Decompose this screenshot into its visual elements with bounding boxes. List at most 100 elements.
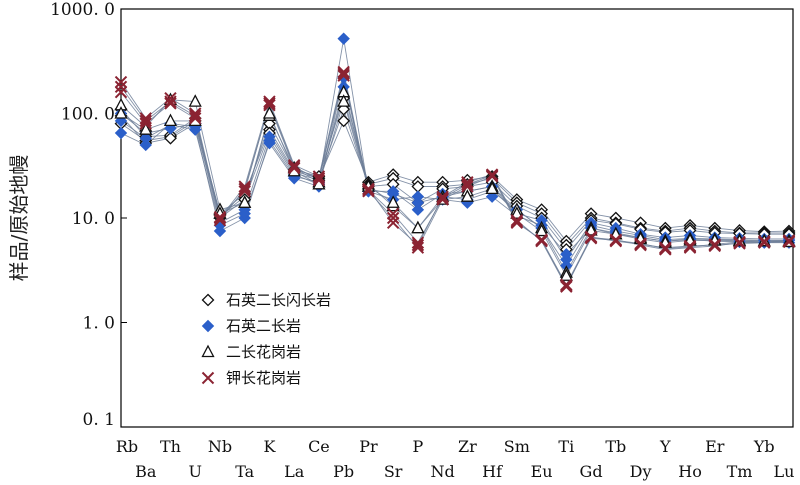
series-0-sample-2-line	[120, 107, 789, 251]
point-series-3-sample-1-nb	[213, 214, 227, 227]
point-series-3-sample-0-ba	[139, 112, 152, 125]
series-3-sample-0-line	[120, 71, 790, 288]
series-3-sample-1-line	[120, 75, 790, 286]
point-series-3-sample-0-th	[164, 92, 177, 105]
legend-marker-2	[201, 344, 215, 358]
point-series-1-sample-2-u	[189, 123, 202, 136]
point-series-1-sample-0-rb	[114, 126, 128, 140]
point-series-3-sample-2-dy	[634, 237, 647, 250]
point-series-3-sample-1-ta	[238, 182, 251, 196]
point-series-3-sample-1-zr	[461, 180, 474, 193]
point-series-3-sample-2-k	[263, 97, 276, 110]
x-tick-label-rb: Rb	[116, 437, 138, 456]
point-series-3-sample-2-ta	[238, 185, 251, 198]
legend-label-1: 石英二长岩	[226, 317, 301, 335]
point-series-2-sample-1-ta	[238, 195, 252, 208]
point-series-3-sample-2-tm	[733, 235, 746, 249]
point-series-3-sample-2-ti	[560, 279, 573, 292]
point-series-2-sample-1-pb	[337, 94, 351, 107]
point-series-2-sample-1-p	[411, 220, 425, 234]
point-series-0-sample-0-pb	[337, 114, 351, 128]
point-series-3-sample-1-la	[287, 161, 301, 175]
point-series-3-sample-2-u	[189, 112, 202, 125]
point-series-3-sample-2-zr	[461, 178, 474, 191]
point-series-1-sample-2-ta	[238, 207, 251, 220]
point-series-2-sample-1-eu	[535, 223, 549, 237]
point-series-3-sample-1-nd	[436, 193, 449, 206]
plot-lines	[120, 38, 790, 288]
point-series-3-sample-0-k	[263, 95, 276, 108]
x-tick-label-gd: Gd	[580, 462, 603, 481]
point-series-3-sample-0-ce	[312, 170, 326, 183]
series-2-sample-0-line	[120, 90, 789, 274]
series-3-sample-2-line	[120, 73, 790, 287]
point-series-1-sample-2-p	[411, 190, 425, 203]
point-series-2-sample-1-ti	[559, 268, 573, 281]
point-series-3-sample-1-rb	[114, 80, 128, 94]
x-tick-label-dy: Dy	[630, 462, 652, 481]
point-series-3-sample-2-la	[287, 160, 301, 173]
point-series-2-sample-0-u	[188, 94, 202, 107]
point-series-2-sample-1-th	[163, 113, 178, 127]
point-series-3-sample-0-p	[411, 238, 425, 252]
x-tick-label-y: Y	[659, 437, 671, 456]
point-series-3-sample-0-nd	[436, 190, 449, 203]
point-series-3-sample-0-zr	[461, 176, 474, 189]
y-tick-label: 1. 0	[83, 314, 115, 334]
point-series-3-sample-1-ba	[139, 114, 152, 128]
point-series-3-sample-2-nb	[213, 210, 227, 224]
y-axis: 1000. 0 100. 0 10. 0 1. 0 0. 1	[50, 0, 127, 430]
point-series-3-sample-2-sr	[386, 207, 400, 220]
point-series-2-sample-1-k	[262, 106, 277, 119]
point-series-3-sample-2-lu	[782, 234, 796, 247]
point-series-3-sample-2-eu	[535, 234, 548, 247]
point-series-3-sample-1-p	[411, 241, 425, 254]
point-series-3-sample-2-ho	[683, 240, 697, 254]
legend-marker-0	[201, 293, 215, 307]
x-tick-label-ti: Ti	[558, 437, 574, 456]
legend-label-0: 石英二长闪长岩	[226, 291, 331, 309]
point-series-3-sample-2-p	[411, 236, 425, 249]
x-tick-label-zr: Zr	[458, 437, 477, 456]
point-series-3-sample-2-pr	[362, 183, 375, 197]
point-series-3-sample-1-yb	[758, 236, 771, 249]
x-tick-label-ce: Ce	[308, 437, 330, 456]
point-series-0-sample-2-th	[164, 131, 177, 145]
point-series-2-sample-1-gd	[584, 223, 598, 236]
legend-marker-3	[201, 371, 215, 385]
point-series-1-sample-0-pb	[337, 32, 350, 45]
y-axis-label: 样品/原始地幔	[7, 155, 31, 282]
point-series-3-sample-2-er	[708, 238, 721, 251]
x-tick-label-ta: Ta	[235, 462, 254, 481]
point-series-3-sample-1-u	[189, 109, 202, 123]
point-series-2-sample-1-hf	[485, 181, 499, 195]
point-series-3-sample-1-lu	[782, 235, 796, 249]
point-series-3-sample-0-sr	[386, 216, 400, 229]
point-series-1-sample-2-ba	[139, 132, 152, 145]
x-tick-label-tb: Tb	[605, 437, 626, 456]
point-series-1-sample-0-ba	[139, 138, 152, 152]
y-tick-label: 1000. 0	[50, 0, 115, 20]
point-series-2-sample-1-zr	[460, 189, 474, 202]
point-series-3-sample-1-pb	[337, 69, 350, 82]
x-tick-label-lu: Lu	[774, 462, 795, 481]
series-2-sample-1-line	[120, 100, 790, 277]
legend-label-3: 钾长花岗岩	[226, 369, 301, 387]
point-series-3-sample-0-pb	[337, 65, 350, 79]
point-series-3-sample-2-ba	[139, 117, 152, 130]
point-series-3-sample-2-sm	[510, 215, 524, 228]
point-series-3-sample-0-la	[287, 159, 301, 172]
point-series-3-sample-0-u	[189, 107, 202, 120]
point-series-3-sample-1-tm	[733, 237, 746, 250]
point-series-3-sample-2-pb	[337, 67, 350, 80]
y-tick-label: 10. 0	[72, 209, 115, 229]
x-tick-label-k: K	[263, 437, 276, 456]
point-series-3-sample-2-ce	[312, 173, 326, 187]
legend-label-2: 二长花岗岩	[226, 343, 301, 361]
point-series-3-sample-2-gd	[584, 232, 598, 245]
x-tick-label-la: La	[284, 462, 305, 481]
x-tick-label-ho: Ho	[678, 462, 702, 481]
point-series-3-sample-2-tb	[609, 234, 623, 247]
